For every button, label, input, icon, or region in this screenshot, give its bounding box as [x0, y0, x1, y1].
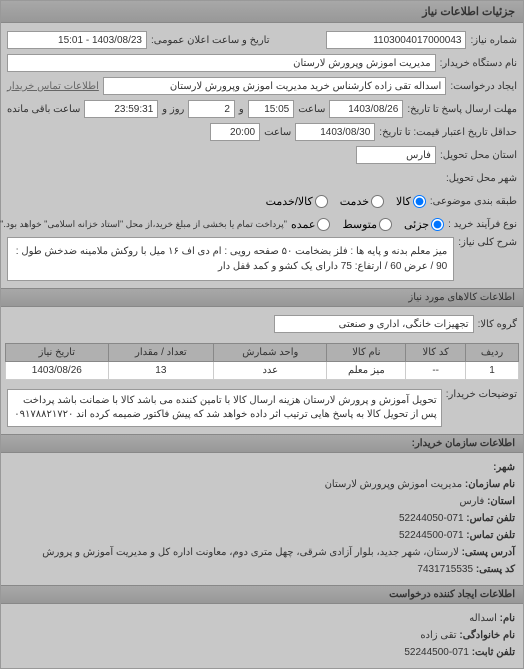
goods-table: ردیف کد کالا نام کالا واحد شمارش تعداد /… — [5, 343, 519, 380]
cell-name: میز معلم — [327, 362, 406, 380]
row-validity: حداقل تاریخ اعتبار قیمت: تا تاریخ: 1403/… — [7, 122, 517, 142]
field-deadline-time: 15:05 — [248, 100, 295, 118]
label-buyer-notes: توضیحات خریدار: — [446, 389, 517, 400]
cell-qty: 13 — [108, 362, 214, 380]
field-org-name: مدیریت اموزش وپرورش لارستان — [7, 54, 436, 72]
info-city: شهر: — [9, 460, 515, 476]
label-validity: حداقل تاریخ اعتبار قیمت: تا تاریخ: — [379, 127, 517, 138]
label-time: ساعت — [298, 104, 325, 115]
row-deadline: مهلت ارسال پاسخ تا تاریخ: 1403/08/26 ساع… — [7, 99, 517, 119]
label-city: شهر محل تحویل: — [446, 173, 517, 184]
label-need-number: شماره نیاز: — [470, 35, 517, 46]
label-category: طبقه بندی موضوعی: — [430, 196, 517, 207]
field-validity-date: 1403/08/30 — [295, 123, 375, 141]
goods-section-header: اطلاعات کالاهای مورد نیاز — [1, 288, 523, 307]
cell-unit: عدد — [214, 362, 327, 380]
creator-lastname: نام خانوادگی: تقی زاده — [9, 628, 515, 644]
goods-section: گروه کالا: تجهیزات خانگی، اداری و صنعتی — [1, 307, 523, 341]
info-phone2: تلفن تماس: 071-52244500 — [9, 528, 515, 544]
creator-info: نام: اسداله نام خانوادگی: تقی زاده تلفن … — [1, 604, 523, 668]
label-process-type: نوع فرآیند خرید : — [448, 219, 517, 230]
main-fields: شماره نیاز: 1103004017000043 تاریخ و ساع… — [1, 23, 523, 288]
label-days: روز و — [162, 104, 184, 115]
description-box: میز معلم بدنه و پایه ها : فلز بضخامت ۵۰ … — [7, 237, 454, 281]
field-days: 2 — [188, 100, 235, 118]
buyer-org-info: شهر: نام سازمان: مدیریت اموزش وپرورش لار… — [1, 453, 523, 585]
col-code: کد کالا — [406, 344, 466, 362]
col-date: تاریخ نیاز — [6, 344, 109, 362]
payment-note: "پرداخت تمام یا بخشی از مبلغ خرید،از محل… — [0, 219, 287, 230]
label-province: استان محل تحویل: — [440, 150, 517, 161]
label-deadline: مهلت ارسال پاسخ تا تاریخ: — [407, 104, 517, 115]
row-org-name: نام دستگاه خریدار: مدیریت اموزش وپرورش ل… — [7, 53, 517, 73]
panel-header: جزئیات اطلاعات نیاز — [1, 1, 523, 23]
radio-service[interactable]: خدمت — [340, 195, 384, 208]
field-announce-date: 1403/08/23 - 15:01 — [7, 31, 147, 49]
radio-medium-input[interactable] — [379, 218, 392, 231]
row-buyer-notes: توضیحات خریدار: تحویل آموزش و پرورش لارس… — [7, 389, 517, 427]
radio-minor-input[interactable] — [431, 218, 444, 231]
info-address: آدرس پستی: لارستان، شهر جدید، بلوار آزاد… — [9, 545, 515, 561]
buyer-org-header: اطلاعات سازمان خریدار: — [1, 434, 523, 453]
col-unit: واحد شمارش — [214, 344, 327, 362]
row-province: استان محل تحویل: فارس — [7, 145, 517, 165]
link-buyer-contact[interactable]: اطلاعات تماس خریدار — [7, 81, 99, 92]
label-org-name: نام دستگاه خریدار: — [440, 58, 517, 69]
row-creator: ایجاد درخواست: اسداله تقی زاده کارشناس خ… — [7, 76, 517, 96]
info-province: استان: فارس — [9, 494, 515, 510]
field-remain: 23:59:31 — [84, 100, 158, 118]
field-province: فارس — [356, 146, 436, 164]
col-name: نام کالا — [327, 344, 406, 362]
radio-both-input[interactable] — [315, 195, 328, 208]
info-org: نام سازمان: مدیریت اموزش وپرورش لارستان — [9, 477, 515, 493]
col-qty: تعداد / مقدار — [108, 344, 214, 362]
cell-date: 1403/08/26 — [6, 362, 109, 380]
creator-phone: تلفن ثابت: 071-52244500 — [9, 645, 515, 661]
radio-major-input[interactable] — [317, 218, 330, 231]
row-need-number: شماره نیاز: 1103004017000043 تاریخ و ساع… — [7, 30, 517, 50]
label-creator: ایجاد درخواست: — [450, 81, 517, 92]
row-process-type: نوع فرآیند خرید : جزئی متوسط عمده "پرداخ… — [7, 214, 517, 234]
radio-service-input[interactable] — [371, 195, 384, 208]
row-city: شهر محل تحویل: — [7, 168, 517, 188]
table-header-row: ردیف کد کالا نام کالا واحد شمارش تعداد /… — [6, 344, 519, 362]
label-remain: ساعت باقی مانده — [7, 104, 80, 115]
label-announce-date: تاریخ و ساعت اعلان عمومی: — [151, 35, 270, 46]
radio-minor[interactable]: جزئی — [404, 218, 444, 231]
radio-goods[interactable]: کالا — [396, 195, 426, 208]
details-panel: جزئیات اطلاعات نیاز شماره نیاز: 11030040… — [0, 0, 524, 669]
table-row: 1 -- میز معلم عدد 13 1403/08/26 — [6, 362, 519, 380]
label-and: و — [239, 104, 244, 115]
field-goods-group: تجهیزات خانگی، اداری و صنعتی — [274, 315, 474, 333]
radio-both[interactable]: کالا/خدمت — [266, 195, 328, 208]
radio-goods-input[interactable] — [413, 195, 426, 208]
radio-medium[interactable]: متوسط — [342, 218, 392, 231]
field-deadline-date: 1403/08/26 — [329, 100, 403, 118]
radio-major[interactable]: عمده — [291, 218, 330, 231]
field-validity-time: 20:00 — [210, 123, 260, 141]
creator-header: اطلاعات ایجاد کننده درخواست — [1, 585, 523, 604]
field-creator: اسداله تقی زاده کارشناس خرید مدیریت اموز… — [103, 77, 446, 95]
creator-name: نام: اسداله — [9, 611, 515, 627]
info-phone1: تلفن تماس: 071-52244050 — [9, 511, 515, 527]
col-row: ردیف — [466, 344, 519, 362]
field-need-number: 1103004017000043 — [326, 31, 466, 49]
label-goods-group: گروه کالا: — [478, 319, 517, 330]
row-goods-group: گروه کالا: تجهیزات خانگی، اداری و صنعتی — [7, 314, 517, 334]
label-validity-time-lbl: ساعت — [264, 127, 291, 138]
label-description: شرح کلی نیاز: — [458, 237, 517, 248]
radio-group-category: کالا خدمت کالا/خدمت — [266, 195, 426, 208]
buyer-notes-section: توضیحات خریدار: تحویل آموزش و پرورش لارس… — [1, 382, 523, 434]
cell-row: 1 — [466, 362, 519, 380]
radio-group-process: جزئی متوسط عمده — [291, 218, 444, 231]
goods-table-wrap: ردیف کد کالا نام کالا واحد شمارش تعداد /… — [1, 341, 523, 382]
row-description: شرح کلی نیاز: میز معلم بدنه و پایه ها : … — [7, 237, 517, 281]
cell-code: -- — [406, 362, 466, 380]
row-category: طبقه بندی موضوعی: کالا خدمت کالا/خدمت — [7, 191, 517, 211]
buyer-notes-box: تحویل آموزش و پرورش لارستان هزینه ارسال … — [7, 389, 442, 427]
